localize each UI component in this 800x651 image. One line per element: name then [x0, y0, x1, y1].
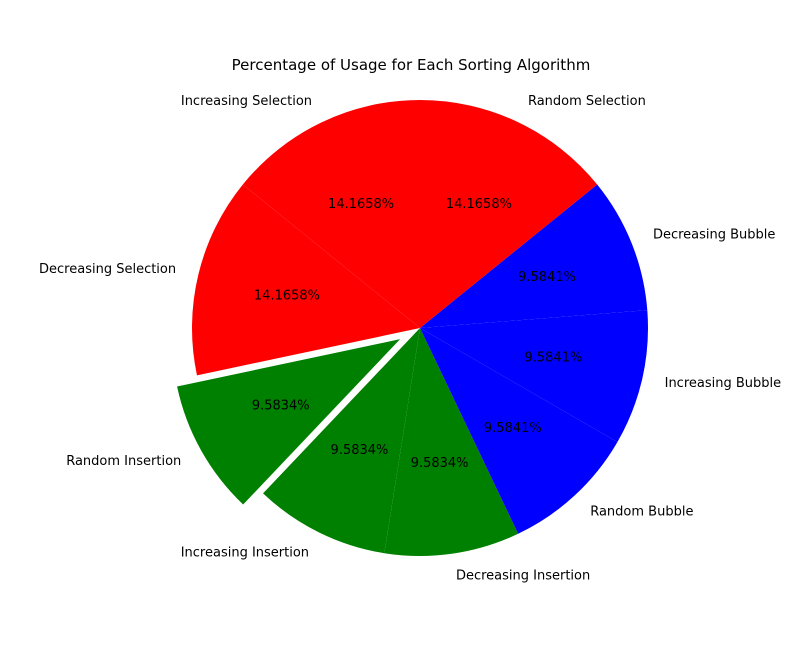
- slice-label-increasing-bubble: Increasing Bubble: [665, 376, 782, 391]
- slice-percent-decreasing-bubble: 9.5841%: [518, 270, 576, 285]
- pie-slice-random-insertion: [177, 339, 401, 505]
- slices-layer: [177, 100, 648, 556]
- slice-label-decreasing-bubble: Decreasing Bubble: [653, 228, 775, 243]
- slice-label-random-selection: Random Selection: [528, 94, 646, 109]
- pie-slice-increasing-insertion: [263, 328, 420, 554]
- pie-slice-decreasing-selection: [191, 184, 420, 376]
- slice-percent-random-insertion: 9.5834%: [252, 398, 310, 413]
- slice-percent-increasing-selection: 14.1658%: [328, 197, 394, 212]
- slice-percent-decreasing-insertion: 9.5834%: [411, 456, 469, 471]
- pie-slice-decreasing-bubble: [420, 184, 648, 328]
- slice-label-increasing-selection: Increasing Selection: [181, 94, 312, 109]
- pie-slice-increasing-selection: [242, 100, 420, 328]
- slice-percent-increasing-bubble: 9.5841%: [525, 351, 583, 366]
- chart-title: Percentage of Usage for Each Sorting Alg…: [232, 56, 591, 74]
- slice-label-decreasing-insertion: Decreasing Insertion: [456, 569, 590, 584]
- slice-percent-random-bubble: 9.5841%: [484, 421, 542, 436]
- slice-label-decreasing-selection: Decreasing Selection: [39, 262, 176, 277]
- slice-label-increasing-insertion: Increasing Insertion: [181, 545, 309, 560]
- pie-slice-increasing-bubble: [420, 310, 648, 443]
- slice-percent-random-selection: 14.1658%: [446, 197, 512, 212]
- pie-slice-random-bubble: [420, 328, 618, 534]
- labels-layer: Increasing Selection 14.1658% Decreasing S…: [39, 94, 781, 584]
- pie-slice-random-selection: [420, 100, 598, 328]
- slice-label-random-bubble: Random Bubble: [590, 505, 693, 520]
- slice-percent-decreasing-selection: 14.1658%: [254, 289, 320, 304]
- slice-label-random-insertion: Random Insertion: [66, 454, 181, 469]
- pie-slice-decreasing-insertion: [384, 328, 519, 556]
- slice-percent-increasing-insertion: 9.5834%: [331, 443, 389, 458]
